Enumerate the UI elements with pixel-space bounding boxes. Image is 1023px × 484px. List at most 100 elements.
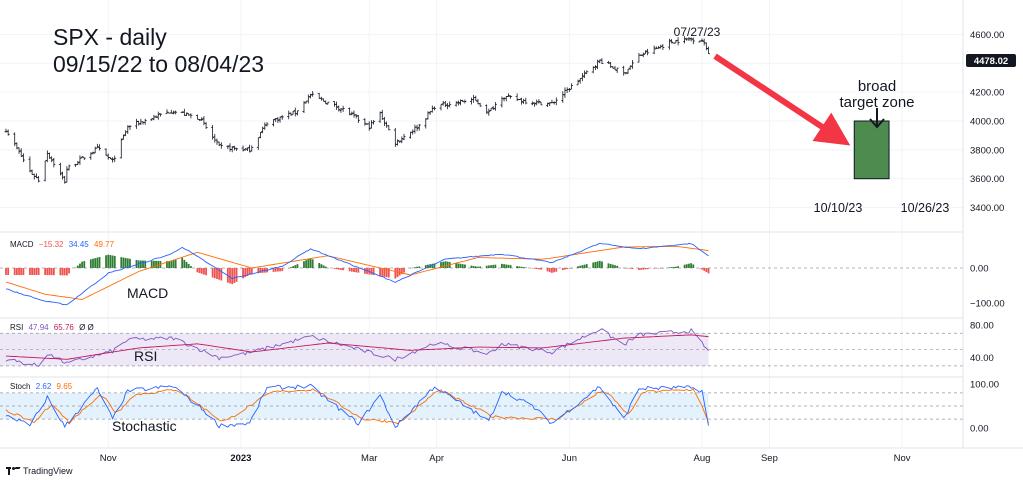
macd-histogram-bar — [579, 265, 582, 268]
rsi-line — [5, 327, 709, 367]
macd-histogram-bar — [61, 268, 64, 276]
macd-histogram-bar — [83, 261, 86, 268]
macd-histogram-bar — [553, 268, 555, 273]
macd-histogram-bar — [337, 268, 340, 270]
time-axis-tick: 2023 — [230, 453, 251, 464]
macd-histogram-bar — [168, 261, 171, 268]
macd-histogram-bar — [683, 264, 686, 268]
macd-histogram-bar — [63, 268, 66, 276]
macd-histogram-bar — [213, 268, 216, 279]
stoch-axis-tick: 0.00 — [970, 423, 989, 434]
macd-histogram-bar — [477, 266, 479, 268]
macd-histogram-bar — [287, 268, 290, 269]
macd-histogram-bar — [414, 267, 416, 268]
macd-histogram-bar — [111, 255, 114, 268]
macd-histogram-bar — [555, 268, 558, 272]
macd-histogram-bar — [233, 268, 236, 284]
macd-histogram-bar — [174, 259, 177, 268]
stochastic-panel-label: Stochastic — [112, 418, 177, 434]
macd-histogram-bar — [31, 268, 33, 275]
macd-histogram-bar — [348, 268, 351, 272]
macd-histogram-bar — [181, 257, 184, 268]
rsi-panel-label: RSI — [134, 348, 157, 364]
macd-header-hist: −15.32 — [39, 240, 64, 249]
target-label-zone: target zone — [839, 94, 914, 111]
macd-histogram-bar — [505, 264, 508, 268]
macd-histogram-bar — [189, 266, 192, 268]
macd-histogram-bar — [48, 268, 51, 276]
macd-histogram-bar — [242, 268, 244, 279]
macd-histogram-bar — [611, 264, 614, 268]
macd-histogram-bar — [296, 264, 299, 268]
macd-histogram-bar — [5, 268, 7, 275]
macd-histogram-bar — [139, 260, 142, 268]
macd-histogram-bar — [320, 264, 323, 268]
macd-histogram-bar — [311, 259, 314, 268]
macd-histogram-bar — [564, 268, 566, 270]
time-axis-tick: Aug — [694, 453, 711, 464]
rsi-header[interactable]: RSI 47.94 65.76 Ø Ø — [10, 323, 94, 332]
macd-histogram-bar — [107, 254, 110, 268]
macd-header-signal: 49.77 — [94, 240, 115, 249]
macd-histogram-bar — [81, 261, 84, 268]
macd-histogram-bar — [537, 268, 540, 270]
chart-title-line-2: 09/15/22 to 08/04/23 — [53, 51, 264, 77]
macd-histogram-bar — [524, 267, 527, 268]
macd-histogram-bar — [235, 268, 238, 282]
macd-histogram-bar — [624, 268, 627, 269]
macd-header[interactable]: MACD −15.32 34.45 49.77 — [10, 240, 115, 249]
macd-histogram-bar — [424, 265, 427, 268]
macd-histogram-bar — [13, 268, 16, 275]
macd-histogram-bar — [335, 268, 338, 270]
macd-histogram-bar — [366, 268, 368, 275]
macd-histogram-bar — [324, 266, 327, 268]
macd-histogram-bar — [92, 258, 94, 268]
rsi-header-ma: 65.76 — [54, 323, 75, 332]
macd-histogram-bar — [307, 259, 310, 268]
macd-histogram-bar — [276, 268, 279, 272]
macd-histogram-bar — [427, 264, 429, 268]
macd-histogram-bar — [701, 268, 703, 270]
macd-histogram-bar — [675, 266, 677, 268]
stoch-header[interactable]: Stoch 2.62 9.65 — [10, 382, 73, 391]
macd-histogram-bar — [457, 263, 460, 268]
macd-histogram-bar — [231, 268, 234, 285]
rsi-axis-tick: 80.00 — [970, 321, 994, 332]
macd-histogram-bar — [492, 264, 495, 268]
stoch-header-k: 2.62 — [36, 382, 52, 391]
macd-histogram-bar — [200, 268, 203, 274]
time-axis[interactable]: Nov 2023 Mar Apr Jun Aug Sep Nov — [100, 453, 911, 464]
stoch-axis-tick: 100.00 — [970, 380, 999, 391]
macd-histogram-bar — [74, 267, 77, 269]
macd-histogram-bar — [470, 265, 473, 268]
macd-histogram-bar — [598, 260, 601, 268]
chart-title-line-1: SPX - daily — [53, 24, 167, 50]
macd-histogram-bar — [670, 267, 673, 268]
macd-histogram-bar — [411, 267, 414, 269]
macd-histogram-bar — [446, 261, 449, 268]
macd-histogram-bar — [66, 268, 68, 276]
macd-histogram-bar — [607, 263, 610, 268]
tradingview-logo[interactable]: TradingView — [6, 466, 73, 476]
macd-histogram-bar — [52, 268, 55, 276]
macd-histogram-bar — [185, 261, 188, 268]
macd-histogram-bar — [257, 268, 260, 274]
macd-header-name: MACD — [10, 240, 34, 249]
macd-histogram-bar — [616, 265, 619, 268]
macd-histogram-bar — [494, 264, 497, 268]
macd-histogram-bar — [333, 268, 336, 269]
peak-date-label: 07/27/23 — [674, 25, 721, 39]
macd-histogram-bar — [144, 260, 147, 268]
macd-histogram-bar — [18, 268, 20, 275]
macd-histogram-bar — [35, 268, 38, 275]
macd-axis-tick: 0.00 — [970, 264, 989, 275]
macd-histogram-bar — [442, 261, 445, 268]
macd-histogram-bar — [581, 265, 584, 268]
macd-histogram-bar — [596, 261, 599, 268]
macd-histogram-bar — [220, 268, 223, 281]
time-axis-tick: Nov — [894, 453, 911, 464]
macd-panel — [0, 242, 963, 306]
macd-histogram-bar — [474, 266, 477, 268]
rsi-header-extra: Ø Ø — [79, 323, 94, 332]
